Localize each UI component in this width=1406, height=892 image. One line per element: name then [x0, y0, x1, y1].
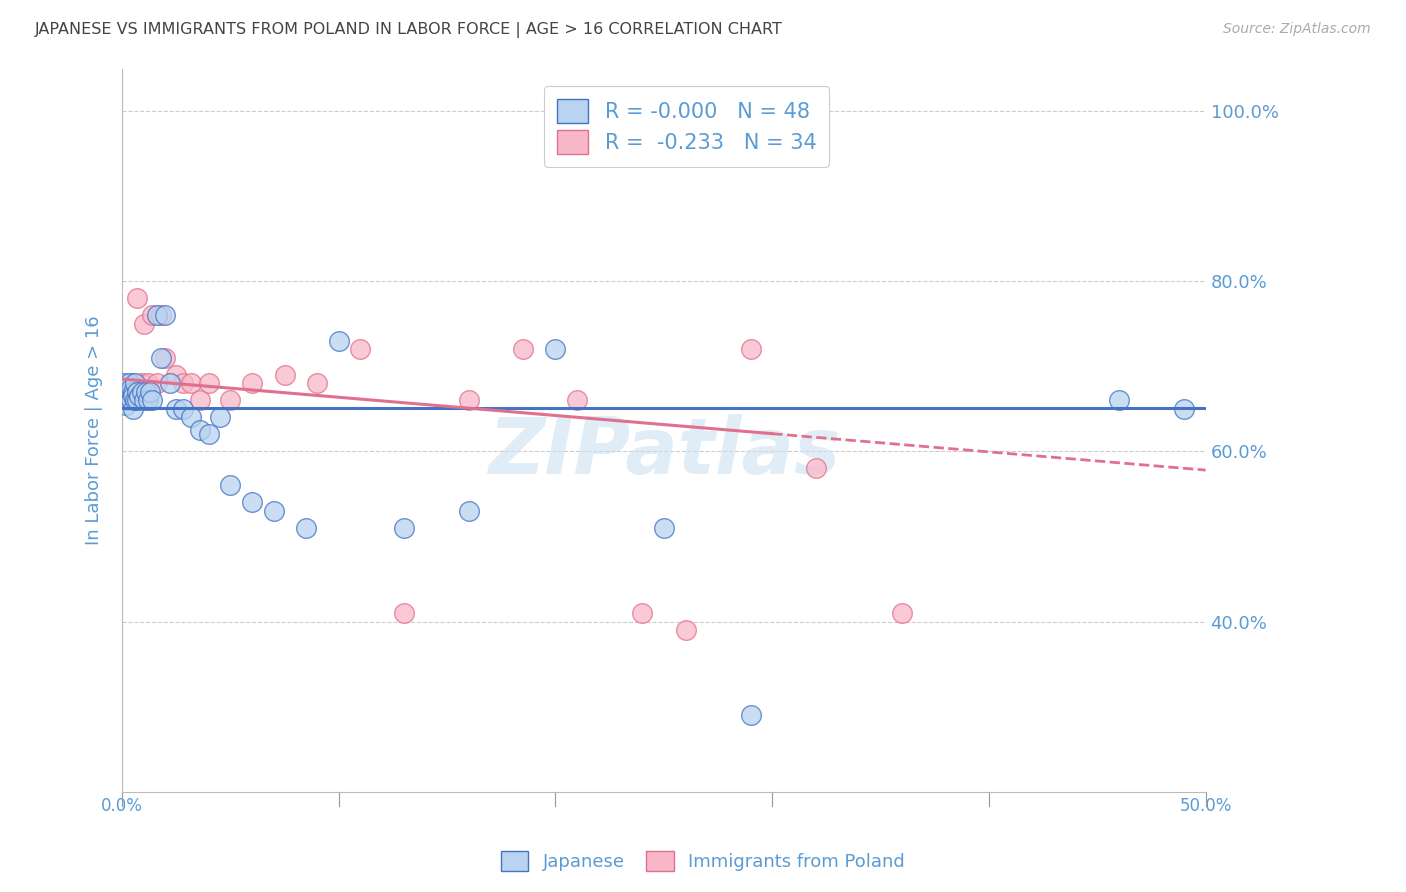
Point [117, 376, 139, 391]
Point [349, 343, 371, 357]
Point [740, 343, 762, 357]
Point [117, 380, 139, 394]
Legend: Japanese, Immigrants from Poland: Japanese, Immigrants from Poland [494, 844, 912, 879]
Point [197, 427, 219, 442]
Y-axis label: In Labor Force | Age > 16: In Labor Force | Age > 16 [86, 315, 103, 545]
Point [155, 351, 177, 365]
Point [155, 308, 177, 322]
Text: JAPANESE VS IMMIGRANTS FROM POLAND IN LABOR FORCE | AGE > 16 CORRELATION CHART: JAPANESE VS IMMIGRANTS FROM POLAND IN LA… [35, 22, 783, 38]
Point [240, 376, 263, 391]
Point [1173, 401, 1195, 416]
Point [188, 423, 211, 437]
Text: Source: ZipAtlas.com: Source: ZipAtlas.com [1223, 22, 1371, 37]
Point [139, 384, 162, 399]
Point [165, 401, 187, 416]
Point [392, 521, 415, 535]
Point [112, 384, 135, 399]
Point [117, 384, 139, 399]
Point [120, 393, 142, 408]
Point [307, 376, 329, 391]
Point [180, 410, 202, 425]
Point [1108, 393, 1130, 408]
Point [240, 495, 263, 509]
Point [122, 401, 145, 416]
Point [127, 384, 149, 399]
Point [128, 393, 150, 408]
Point [180, 376, 202, 391]
Point [328, 334, 350, 348]
Point [117, 393, 139, 408]
Point [117, 389, 139, 403]
Point [159, 376, 181, 391]
Point [112, 384, 135, 399]
Point [804, 461, 827, 475]
Point [188, 393, 211, 408]
Point [208, 410, 231, 425]
Point [145, 308, 167, 322]
Point [652, 521, 675, 535]
Point [132, 317, 155, 331]
Point [115, 398, 138, 412]
Point [124, 393, 146, 408]
Point [544, 343, 567, 357]
Point [891, 606, 914, 620]
Point [392, 606, 415, 620]
Point [219, 393, 242, 408]
Point [273, 368, 295, 382]
Point [512, 343, 534, 357]
Point [263, 504, 285, 518]
Point [122, 376, 145, 391]
Point [136, 393, 159, 408]
Point [124, 376, 146, 391]
Point [567, 393, 589, 408]
Point [675, 623, 697, 637]
Point [132, 393, 155, 408]
Point [172, 376, 194, 391]
Point [457, 504, 479, 518]
Point [120, 384, 142, 399]
Point [124, 393, 146, 408]
Point [135, 384, 157, 399]
Point [740, 708, 762, 723]
Point [115, 393, 138, 408]
Point [457, 393, 479, 408]
Point [122, 389, 145, 403]
Point [172, 401, 194, 416]
Point [115, 389, 138, 403]
Point [141, 393, 163, 408]
Point [120, 380, 142, 394]
Point [112, 376, 135, 391]
Point [128, 389, 150, 403]
Legend: R = -0.000   N = 48, R =  -0.233   N = 34: R = -0.000 N = 48, R = -0.233 N = 34 [544, 87, 830, 167]
Point [131, 384, 153, 399]
Point [127, 393, 149, 408]
Point [136, 376, 159, 391]
Point [631, 606, 654, 620]
Point [150, 351, 173, 365]
Point [127, 291, 149, 305]
Point [120, 393, 142, 408]
Point [115, 380, 138, 394]
Point [219, 478, 242, 492]
Point [165, 368, 187, 382]
Point [145, 376, 167, 391]
Point [197, 376, 219, 391]
Point [131, 376, 153, 391]
Text: ZIPatlas: ZIPatlas [488, 414, 839, 490]
Point [141, 308, 163, 322]
Point [150, 308, 173, 322]
Point [122, 384, 145, 399]
Point [295, 521, 318, 535]
